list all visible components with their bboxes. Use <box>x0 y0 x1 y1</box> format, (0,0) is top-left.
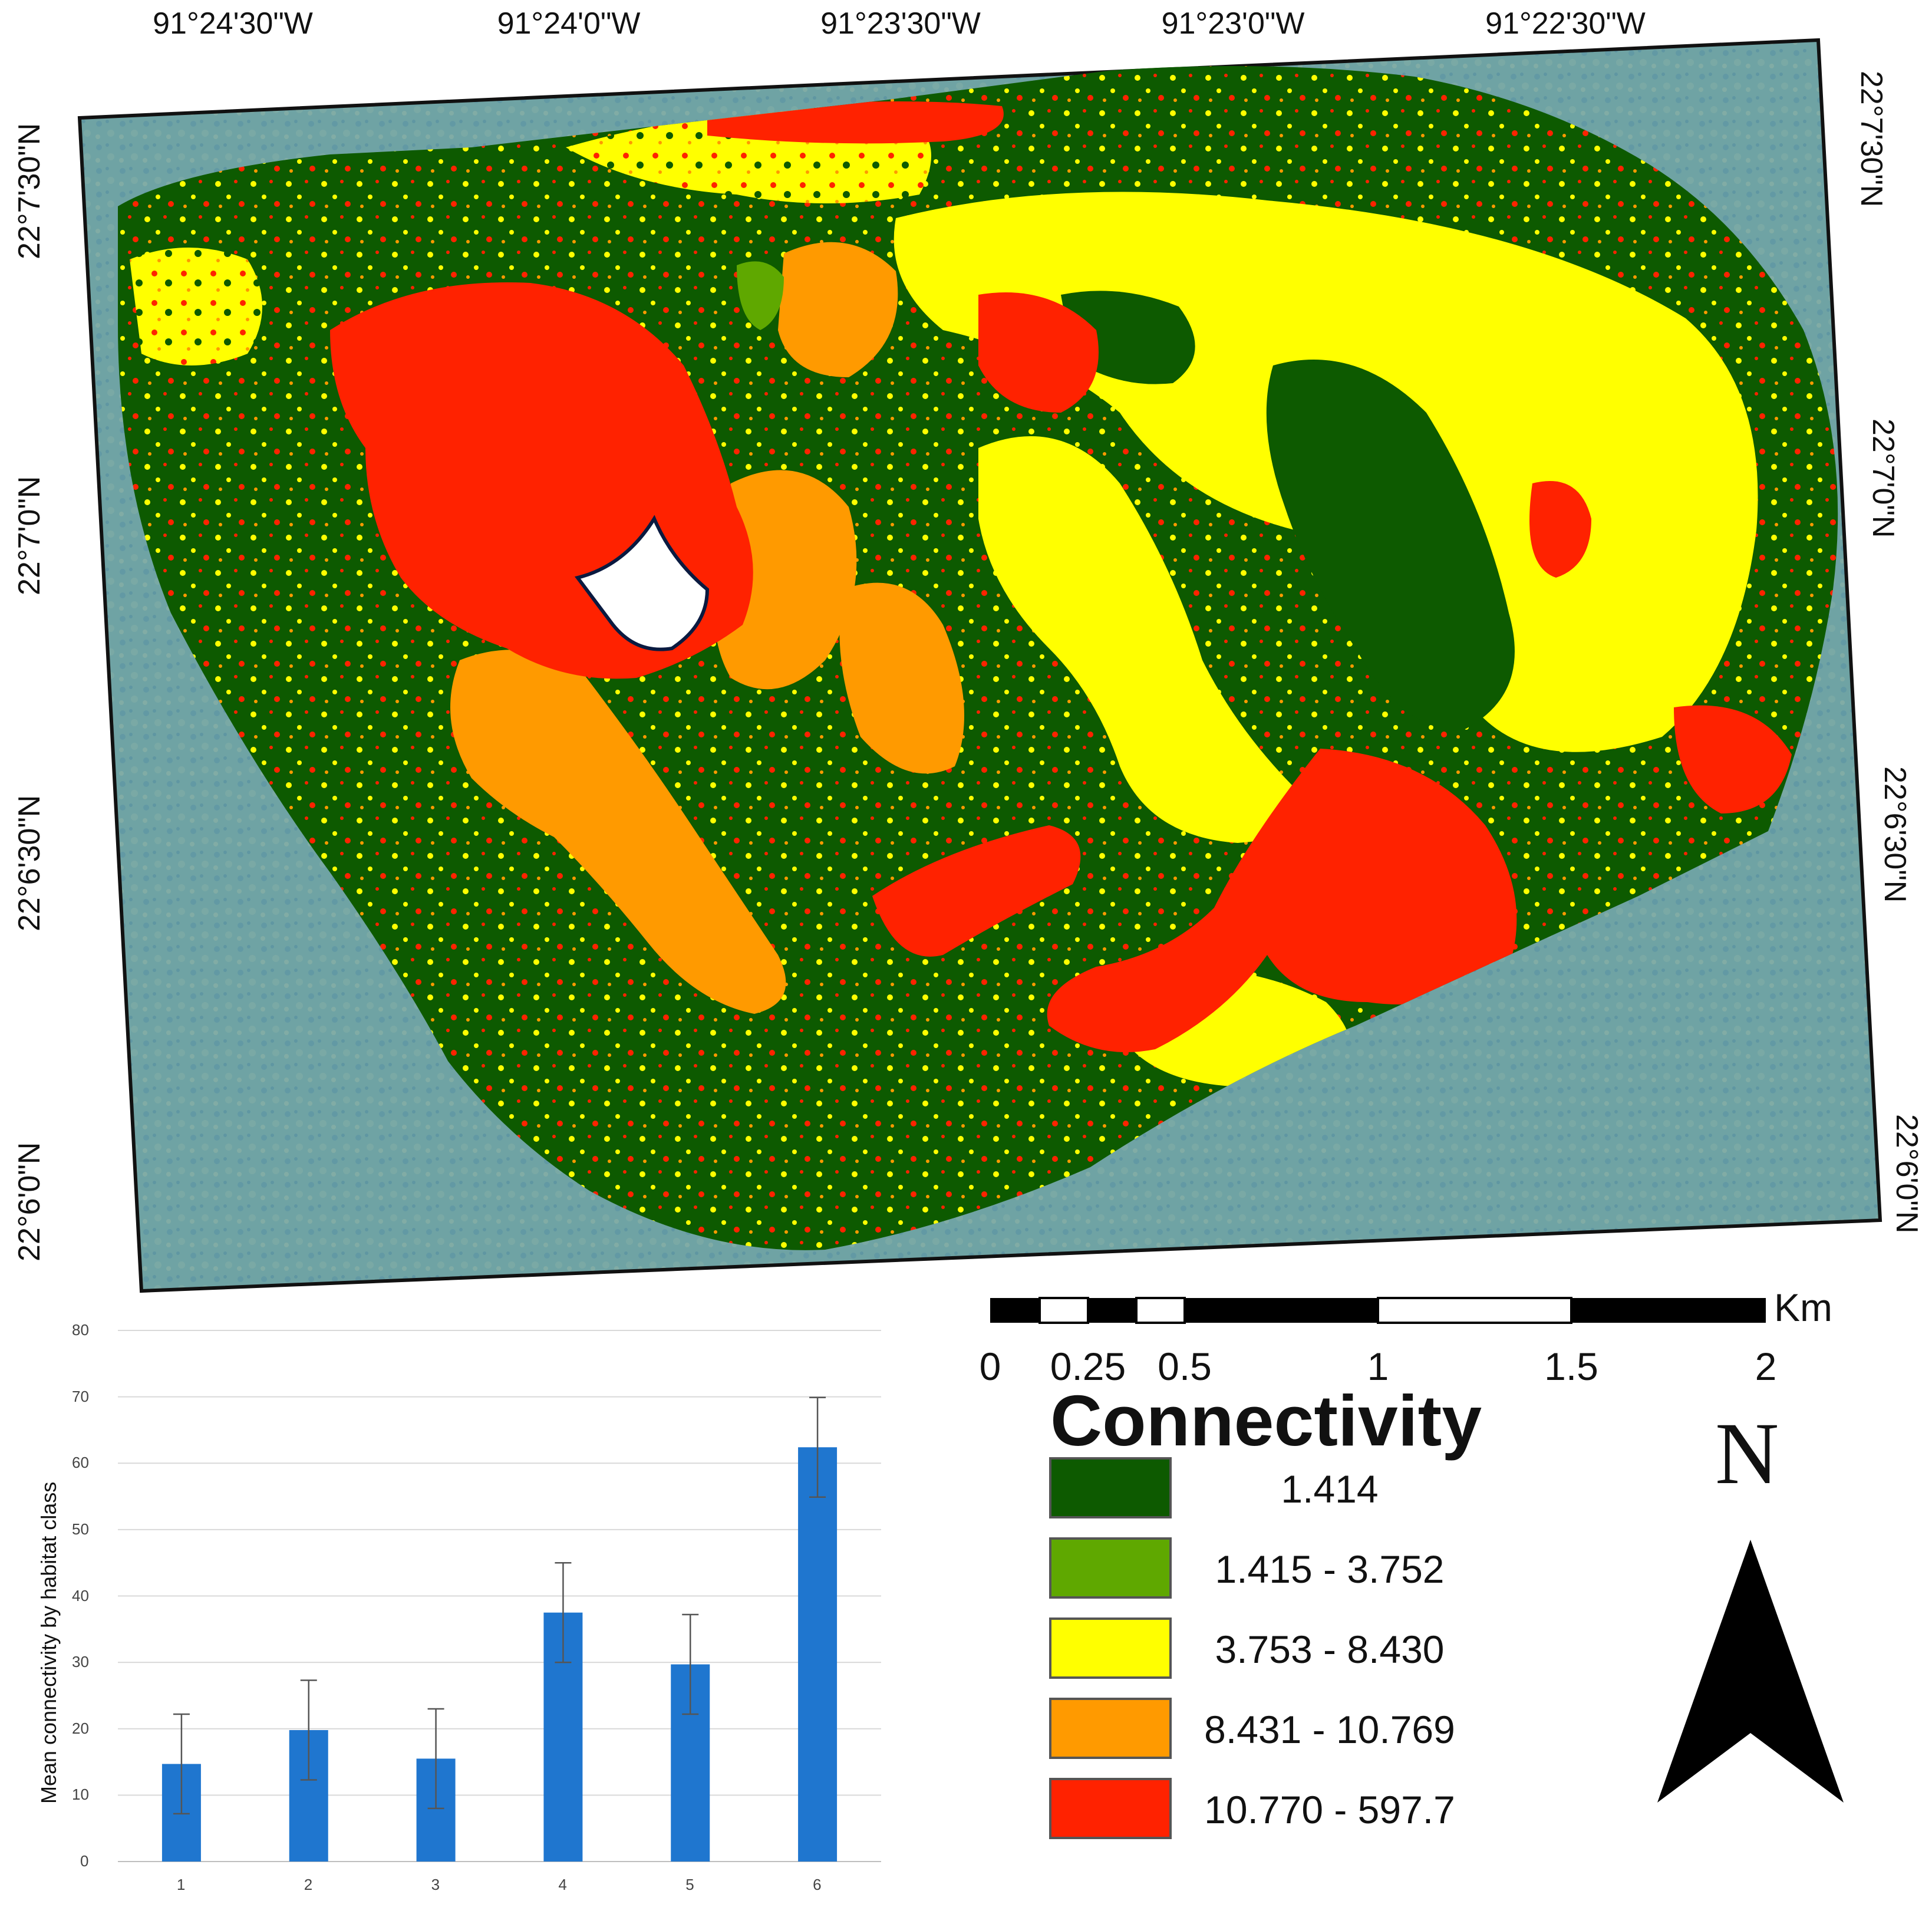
class-lightgreen-region <box>737 261 784 330</box>
coord-right-1: 22°7'30"N <box>1854 71 1888 207</box>
scale-label-1: 1 <box>1367 1345 1389 1388</box>
legend-label-1: 1.414 <box>1281 1467 1379 1511</box>
scale-label-15: 1.5 <box>1544 1345 1598 1388</box>
chart-x-tick-label: 5 <box>685 1876 694 1893</box>
scale-seg <box>1185 1298 1378 1323</box>
chart-x-tick-label: 2 <box>304 1876 313 1893</box>
coord-left-3: 22°6'30"N <box>12 795 47 931</box>
class-red-region <box>707 101 1004 144</box>
scale-seg <box>1571 1298 1766 1323</box>
class-yellow-region <box>130 248 262 365</box>
coord-top-1: 91°24'30"W <box>153 6 313 41</box>
chart-y-tick-label: 50 <box>72 1520 89 1538</box>
chart-x-tick-label: 3 <box>431 1876 440 1893</box>
chart-error-bar <box>173 1713 190 1815</box>
legend-swatch-1 <box>1049 1457 1172 1518</box>
coord-right-2: 22°7'0"N <box>1866 419 1900 538</box>
chart-error-bar <box>300 1679 317 1781</box>
class-darkgreen-region <box>1266 360 1515 731</box>
coord-left-4: 22°6'0"N <box>12 1142 47 1261</box>
class-orange-region <box>713 470 857 690</box>
legend-label-2: 1.415 - 3.752 <box>1215 1547 1445 1591</box>
class-red-region <box>978 292 1099 413</box>
chart-y-tick-label: 0 <box>80 1852 89 1870</box>
legend-swatch-5 <box>1049 1778 1172 1839</box>
class-red-region <box>1674 705 1792 813</box>
coord-top-3: 91°23'30"W <box>820 6 981 41</box>
chart-x-tick-label: 4 <box>558 1876 567 1893</box>
legend-title: Connectivity <box>1050 1381 1482 1461</box>
scale-seg <box>990 1298 1040 1323</box>
legend-label-5: 10.770 - 597.7 <box>1204 1788 1455 1831</box>
chart-x-tick-label: 6 <box>813 1876 822 1893</box>
class-orange-region <box>450 650 786 1014</box>
legend-label-4: 8.431 - 10.769 <box>1204 1708 1455 1751</box>
chart-y-axis-label: Mean connectivity by habitat class <box>37 1481 61 1804</box>
coord-top-4: 91°23'0"W <box>1161 6 1305 41</box>
scale-label-05: 0.5 <box>1158 1345 1212 1388</box>
scale-label-0: 0 <box>979 1345 1001 1388</box>
scale-seg <box>1088 1298 1136 1323</box>
chart-y-tick-label: 30 <box>72 1653 89 1671</box>
class-red-region <box>1529 481 1591 578</box>
legend-swatches <box>1049 1457 1172 1839</box>
chart-y-tick-label: 20 <box>72 1719 89 1737</box>
class-orange-region <box>778 242 898 377</box>
scale-seg <box>1038 1297 1089 1324</box>
class-yellow-region <box>978 436 1304 843</box>
scale-label-2: 2 <box>1755 1345 1777 1388</box>
north-letter: N <box>1715 1405 1779 1503</box>
class-red-region <box>1047 749 1517 1052</box>
coord-top-5: 91°22'30"W <box>1485 6 1646 41</box>
island-hole <box>574 515 710 651</box>
north-arrow-icon <box>1657 1540 1844 1803</box>
class-red-region <box>872 825 1081 957</box>
scale-unit: Km <box>1774 1286 1832 1329</box>
scale-seg <box>1377 1297 1572 1324</box>
chart-y-tick-label: 80 <box>72 1321 89 1339</box>
coord-top-2: 91°24'0"W <box>497 6 641 41</box>
scale-seg <box>1135 1297 1186 1324</box>
chart-y-tick-label: 60 <box>72 1454 89 1472</box>
legend-swatch-2 <box>1049 1537 1172 1599</box>
coord-left-1: 22°7'30"N <box>12 123 47 259</box>
chart-y-tick-label: 10 <box>72 1785 89 1804</box>
chart-x-tick-label: 1 <box>176 1876 186 1893</box>
chart-y-tick-label: 70 <box>72 1387 89 1405</box>
scale-label-025: 0.25 <box>1050 1345 1126 1388</box>
class-orange-region <box>839 582 964 774</box>
legend-label-3: 3.753 - 8.430 <box>1215 1628 1445 1671</box>
scale-bar <box>990 1297 1766 1324</box>
coord-right-3: 22°6'30"N <box>1878 766 1912 903</box>
chart-error-bar <box>809 1396 826 1498</box>
coord-left-2: 22°7'0"N <box>12 476 47 595</box>
bar-chart <box>118 1330 881 1862</box>
map-panel <box>77 38 1882 1293</box>
chart-y-tick-label: 40 <box>72 1586 89 1605</box>
chart-error-bar <box>427 1708 444 1810</box>
chart-bar <box>798 1447 838 1862</box>
chart-error-bar <box>682 1613 699 1715</box>
chart-error-bar <box>555 1561 572 1663</box>
legend-swatch-4 <box>1049 1698 1172 1759</box>
legend-swatch-3 <box>1049 1617 1172 1679</box>
coord-right-4: 22°6'0"N <box>1890 1114 1924 1234</box>
